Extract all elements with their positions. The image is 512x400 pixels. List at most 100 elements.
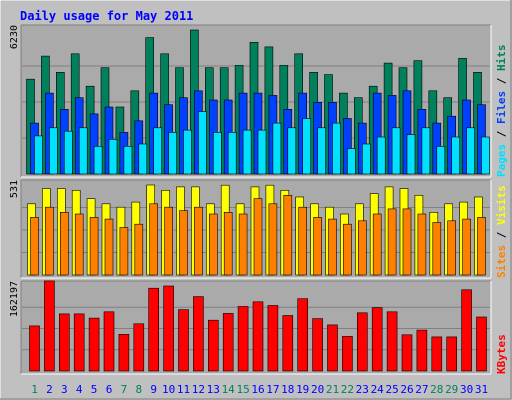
bar-pages-day-2	[49, 127, 58, 175]
day-label-27: 27	[415, 383, 428, 396]
day-label-6: 6	[106, 383, 113, 396]
day-label-2: 2	[46, 383, 53, 396]
bar-kbytes-day-10	[163, 285, 174, 372]
day-label-20: 20	[311, 383, 324, 396]
bar-sites-day-10	[164, 206, 173, 276]
bar-sites-day-20	[313, 217, 322, 276]
bar-sites-day-4	[74, 213, 84, 276]
bar-sites-day-21	[328, 218, 337, 276]
chart-title: Daily usage for May 2011	[20, 9, 193, 23]
day-label-23: 23	[356, 383, 369, 396]
bar-pages-day-3	[64, 130, 73, 175]
day-label-15: 15	[236, 383, 249, 396]
day-label-13: 13	[207, 383, 220, 396]
bar-pages-day-4	[78, 127, 88, 175]
bar-sites-day-23	[357, 220, 367, 276]
bar-sites-day-19	[298, 206, 308, 276]
bar-pages-day-25	[391, 127, 401, 175]
day-label-21: 21	[326, 383, 339, 396]
day-label-16: 16	[251, 383, 264, 396]
bar-pages-day-6	[108, 139, 118, 175]
bar-pages-day-11	[183, 129, 192, 175]
day-label-17: 17	[266, 383, 279, 396]
day-label-4: 4	[76, 383, 83, 396]
bar-kbytes-day-16	[252, 301, 264, 372]
bar-pages-day-23	[361, 143, 371, 175]
bar-kbytes-day-27	[416, 329, 428, 372]
bar-pages-day-14	[227, 132, 237, 175]
bar-pages-day-9	[153, 127, 162, 175]
legend-item-kbytes: KBytes	[495, 334, 508, 374]
bar-pages-day-10	[168, 132, 177, 175]
bar-pages-day-19	[302, 118, 312, 175]
bar-sites-day-12	[194, 206, 203, 276]
bar-kbytes-day-31	[476, 316, 487, 372]
bar-sites-day-2	[45, 206, 54, 276]
bar-kbytes-day-30	[461, 289, 472, 372]
day-label-25: 25	[385, 383, 398, 396]
bar-pages-day-31	[481, 136, 490, 175]
day-label-5: 5	[91, 383, 98, 396]
bar-kbytes-day-9	[148, 287, 159, 372]
bar-sites-day-17	[268, 203, 278, 276]
day-label-1: 1	[31, 383, 38, 396]
bar-sites-day-25	[387, 208, 397, 276]
bar-sites-day-16	[253, 198, 263, 276]
bar-kbytes-day-17	[267, 305, 279, 372]
day-label-9: 9	[150, 383, 157, 396]
day-label-31: 31	[475, 383, 488, 396]
day-label-29: 29	[445, 383, 458, 396]
bar-pages-day-18	[287, 127, 297, 175]
bar-kbytes-day-28	[431, 336, 443, 372]
legend-kbytes: KBytes	[495, 334, 508, 374]
bar-sites-day-1	[30, 217, 39, 276]
panel-kbytes: 162197 KBytes	[9, 280, 508, 375]
bar-kbytes-day-11	[178, 309, 189, 372]
bar-sites-day-15	[238, 213, 248, 276]
bar-pages-day-28	[436, 146, 446, 175]
bar-kbytes-day-15	[237, 306, 249, 372]
day-label-11: 11	[177, 383, 190, 396]
day-label-30: 30	[460, 383, 473, 396]
bar-kbytes-day-20	[312, 318, 323, 372]
bar-kbytes-day-13	[208, 319, 219, 372]
day-labels: 1 2 3 4 5 6 7 8 9 10 11 12 13 14 15 16 17 18 19 20 21 22 23 24 2…	[31, 383, 488, 396]
bar-kbytes-day-6	[103, 311, 115, 372]
bar-kbytes-day-8	[133, 323, 145, 372]
bar-pages-day-20	[317, 127, 326, 175]
bar-kbytes-day-3	[58, 313, 70, 372]
bar-pages-day-7	[123, 146, 133, 175]
bar-sites-day-30	[462, 218, 471, 276]
bar-sites-day-28	[432, 222, 442, 276]
bar-sites-day-3	[59, 212, 69, 276]
bar-kbytes-day-26	[401, 334, 413, 372]
day-label-3: 3	[61, 383, 68, 396]
bar-kbytes-day-14	[222, 313, 234, 372]
bar-kbytes-day-5	[88, 317, 100, 372]
day-label-8: 8	[135, 383, 142, 396]
bar-pages-day-26	[406, 134, 416, 175]
day-label-28: 28	[430, 383, 443, 396]
bar-kbytes-day-29	[446, 336, 458, 372]
bar-sites-day-24	[372, 213, 382, 276]
bar-kbytes-day-4	[73, 313, 85, 372]
legend-hits-files-pages: Pages / Files / Hits	[495, 45, 508, 178]
bar-pages-day-30	[466, 127, 475, 175]
y-max-label: 162197	[9, 281, 20, 317]
bar-pages-day-21	[332, 122, 341, 175]
bar-kbytes-day-12	[193, 296, 204, 372]
bar-pages-day-1	[34, 135, 43, 175]
bar-kbytes-day-21	[327, 324, 338, 372]
bar-kbytes-day-22	[342, 336, 353, 372]
bar-pages-day-22	[347, 148, 356, 175]
panel-hits-files-pages: 6230 Pages / Files / Hits	[9, 24, 508, 178]
bar-sites-day-31	[477, 217, 486, 276]
bar-kbytes-day-7	[118, 333, 130, 372]
bar-pages-day-29	[451, 136, 461, 175]
bar-kbytes-day-23	[356, 312, 368, 372]
day-label-19: 19	[296, 383, 309, 396]
y-max-label: 531	[9, 180, 20, 198]
bar-sites-day-13	[209, 213, 218, 276]
bar-kbytes-day-1	[29, 325, 40, 372]
